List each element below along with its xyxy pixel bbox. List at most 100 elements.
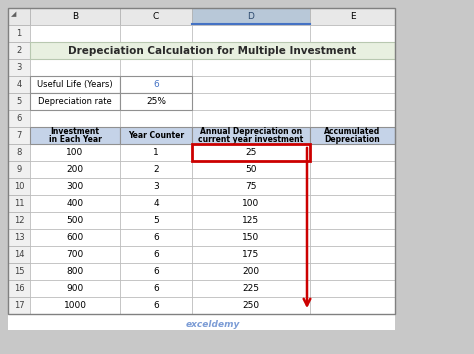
- Bar: [310, 178, 395, 195]
- Bar: [192, 212, 310, 229]
- Bar: [120, 212, 192, 229]
- Bar: [8, 42, 30, 59]
- Bar: [30, 127, 120, 144]
- Bar: [192, 212, 310, 229]
- Bar: [8, 161, 30, 178]
- Text: Investment: Investment: [51, 127, 100, 137]
- Text: Annual Depreciation on: Annual Depreciation on: [200, 127, 302, 137]
- Bar: [120, 297, 192, 314]
- Bar: [310, 297, 395, 314]
- Bar: [192, 280, 310, 297]
- Bar: [30, 195, 120, 212]
- Bar: [310, 8, 395, 25]
- Text: 5: 5: [17, 97, 22, 106]
- Bar: [192, 246, 310, 263]
- Bar: [192, 144, 310, 161]
- Bar: [120, 246, 192, 263]
- Bar: [30, 297, 120, 314]
- Bar: [30, 178, 120, 195]
- Text: 13: 13: [14, 233, 24, 242]
- Bar: [30, 229, 120, 246]
- Bar: [120, 93, 192, 110]
- Text: 175: 175: [242, 250, 260, 259]
- Text: 400: 400: [66, 199, 83, 208]
- Text: B: B: [72, 12, 78, 21]
- Text: 10: 10: [14, 182, 24, 191]
- Bar: [30, 246, 120, 263]
- Text: 14: 14: [14, 250, 24, 259]
- Bar: [310, 280, 395, 297]
- Bar: [310, 195, 395, 212]
- Text: 8: 8: [16, 148, 22, 157]
- Bar: [120, 178, 192, 195]
- Text: 6: 6: [153, 80, 159, 89]
- Bar: [30, 59, 120, 76]
- Text: 6: 6: [153, 233, 159, 242]
- Bar: [8, 76, 30, 93]
- Bar: [310, 93, 395, 110]
- Bar: [30, 195, 120, 212]
- Bar: [310, 127, 395, 144]
- Bar: [120, 144, 192, 161]
- Text: 50: 50: [245, 165, 257, 174]
- Text: 15: 15: [14, 267, 24, 276]
- Text: 1: 1: [153, 148, 159, 157]
- Bar: [192, 93, 310, 110]
- Text: 900: 900: [66, 284, 83, 293]
- Text: 4: 4: [153, 199, 159, 208]
- Text: 25%: 25%: [146, 97, 166, 106]
- Bar: [120, 263, 192, 280]
- Bar: [8, 229, 30, 246]
- Text: 6: 6: [153, 284, 159, 293]
- Bar: [120, 246, 192, 263]
- Bar: [310, 246, 395, 263]
- Bar: [120, 127, 192, 144]
- Bar: [30, 229, 120, 246]
- Bar: [192, 25, 310, 42]
- Text: 150: 150: [242, 233, 260, 242]
- Bar: [192, 127, 310, 144]
- Bar: [8, 110, 30, 127]
- Bar: [8, 280, 30, 297]
- Text: 12: 12: [14, 216, 24, 225]
- Bar: [30, 8, 120, 25]
- Bar: [120, 25, 192, 42]
- Bar: [30, 280, 120, 297]
- Text: 75: 75: [245, 182, 257, 191]
- Bar: [8, 8, 395, 330]
- Text: 17: 17: [14, 301, 24, 310]
- Bar: [8, 93, 30, 110]
- Bar: [8, 144, 30, 161]
- Bar: [120, 76, 192, 93]
- Bar: [120, 195, 192, 212]
- Bar: [192, 76, 310, 93]
- Bar: [192, 195, 310, 212]
- Bar: [8, 8, 395, 314]
- Text: current year investment: current year investment: [199, 135, 304, 143]
- Text: 1000: 1000: [64, 301, 86, 310]
- Bar: [120, 59, 192, 76]
- Text: 1: 1: [17, 29, 22, 38]
- Text: 100: 100: [242, 199, 260, 208]
- Bar: [310, 76, 395, 93]
- Bar: [8, 127, 30, 144]
- Bar: [310, 229, 395, 246]
- Bar: [192, 229, 310, 246]
- Bar: [30, 42, 395, 59]
- Text: 125: 125: [242, 216, 260, 225]
- Bar: [30, 93, 120, 110]
- Text: 25: 25: [246, 148, 257, 157]
- Text: ◢: ◢: [11, 11, 17, 17]
- Text: 200: 200: [66, 165, 83, 174]
- Text: 11: 11: [14, 199, 24, 208]
- Text: 5: 5: [153, 216, 159, 225]
- Bar: [30, 263, 120, 280]
- Text: 2: 2: [153, 165, 159, 174]
- Bar: [192, 263, 310, 280]
- Bar: [8, 8, 395, 25]
- Text: 225: 225: [243, 284, 259, 293]
- Bar: [192, 110, 310, 127]
- Text: 600: 600: [66, 233, 83, 242]
- Bar: [120, 161, 192, 178]
- Bar: [30, 297, 120, 314]
